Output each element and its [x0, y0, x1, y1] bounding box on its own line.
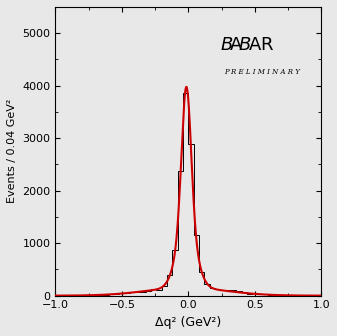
Text: P R E L I M I N A R Y: P R E L I M I N A R Y	[224, 68, 300, 76]
Text: $\mathbf{\mathit{B}}\!{\rm A}\!\mathbf{\mathit{B}}\!{\rm AR}$: $\mathbf{\mathit{B}}\!{\rm A}\!\mathbf{\…	[220, 36, 275, 54]
Y-axis label: Events / 0.04 GeV²: Events / 0.04 GeV²	[7, 99, 17, 204]
X-axis label: Δq² (GeV²): Δq² (GeV²)	[155, 316, 221, 329]
